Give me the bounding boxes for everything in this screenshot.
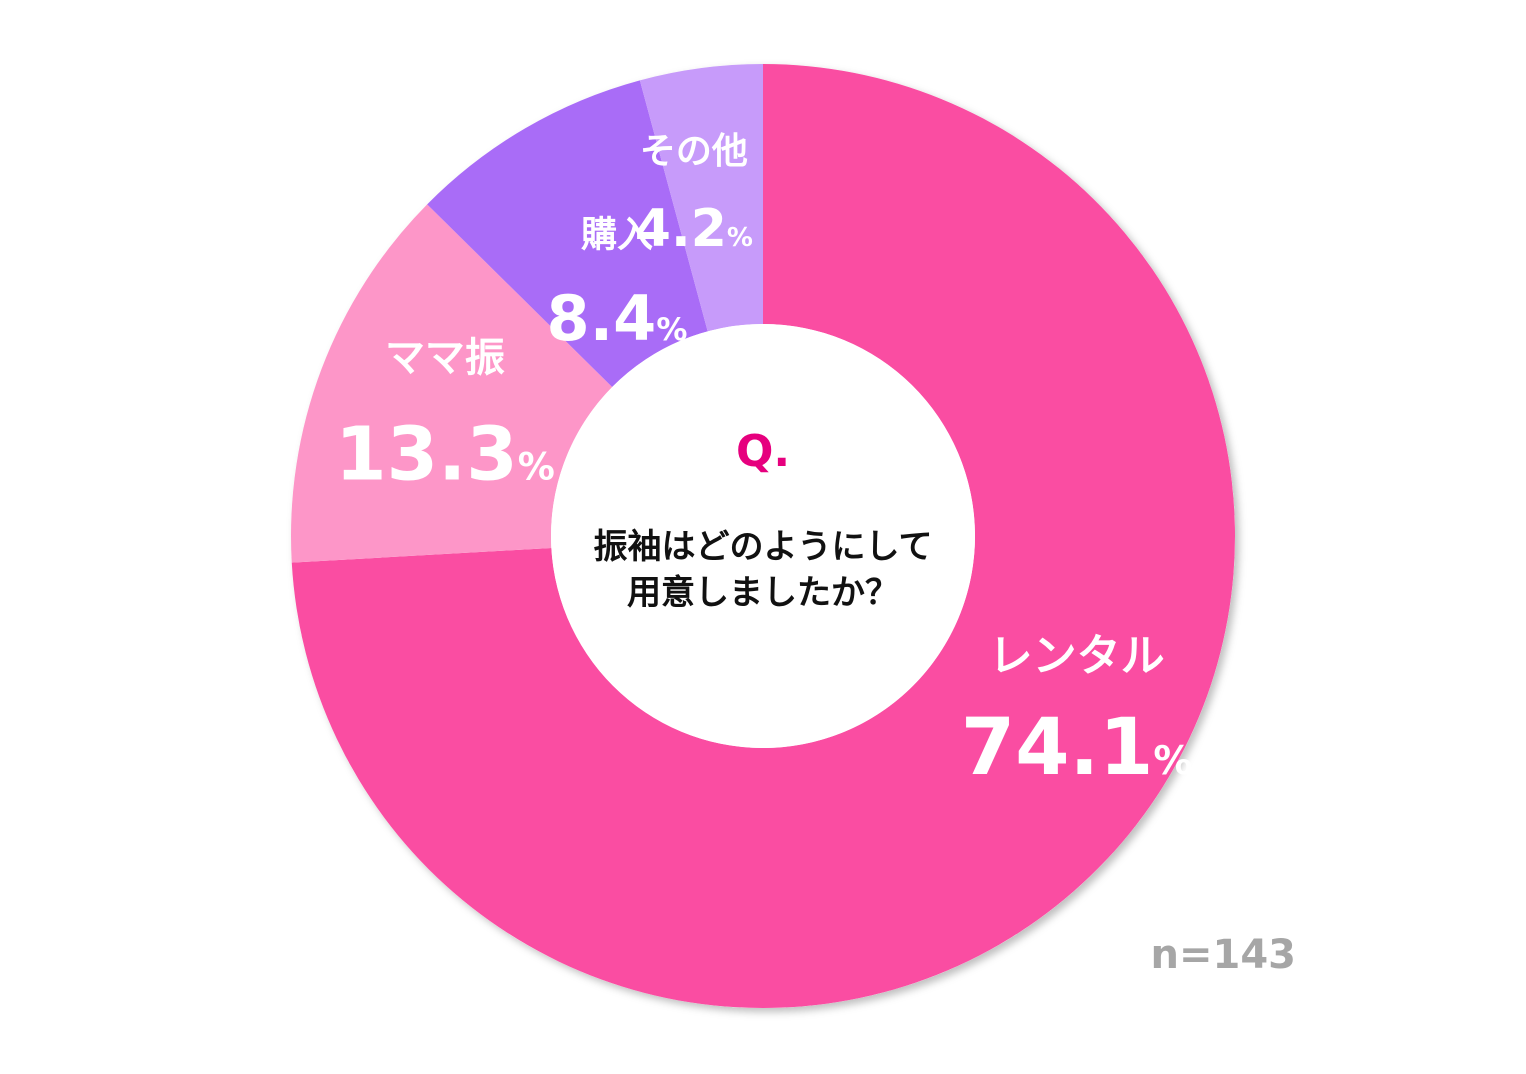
slice-3 — [639, 64, 763, 332]
center-question: Q. 振袖はどのようにして 用意しましたか？ — [594, 426, 933, 613]
question-line-1: 振袖はどのようにして — [594, 527, 933, 567]
slice-label-0: レンタル — [989, 631, 1165, 682]
slice-1 — [290, 204, 613, 563]
slice-value-2: 8.4% — [546, 282, 687, 355]
slice-value-3: 4.2% — [635, 199, 753, 259]
slice-value-1: 13.3% — [335, 411, 555, 497]
slice-value-0: 74.1% — [961, 703, 1193, 793]
slice-label-3: その他 — [640, 131, 748, 172]
slice-0 — [291, 64, 1235, 1008]
question-mark: Q. — [736, 426, 790, 477]
slice-2 — [427, 80, 708, 388]
pie-slices — [290, 64, 1235, 1008]
question-line-2: 用意しましたか？ — [627, 573, 899, 613]
slice-labels: レンタル 74.1% ママ振 13.3% 購入 8.4% その他 4.2% — [335, 131, 1192, 793]
sample-size: n=143 — [1151, 932, 1297, 978]
slice-label-2: 購入 — [581, 214, 653, 255]
slice-label-1: ママ振 — [385, 335, 505, 381]
donut-hole — [551, 324, 975, 748]
